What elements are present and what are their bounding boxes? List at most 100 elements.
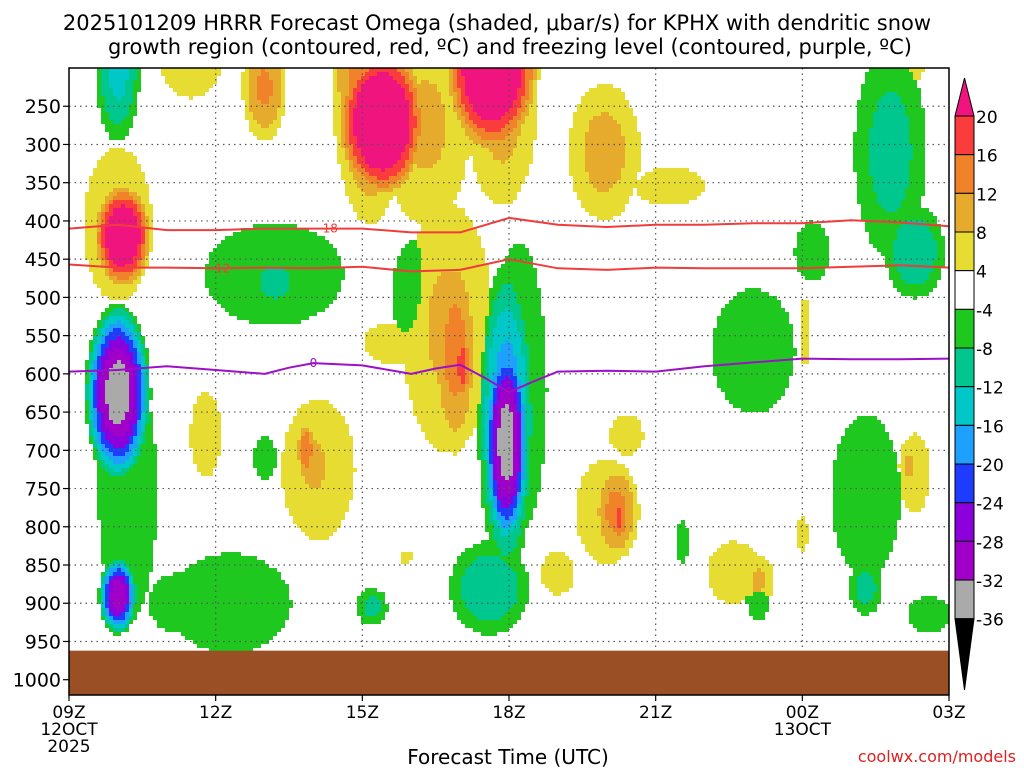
omega-cell (461, 620, 518, 625)
omega-cell (509, 552, 522, 557)
omega-cell (485, 324, 490, 329)
omega-cell (325, 460, 354, 465)
omega-cell (925, 192, 949, 197)
omega-cell (473, 164, 530, 169)
omega-cell (717, 320, 790, 325)
omega-cell (89, 376, 94, 381)
omega-cell (577, 500, 602, 505)
omega-cell (797, 244, 830, 249)
omega-cell (97, 320, 102, 325)
omega-cell (69, 360, 86, 365)
omega-cell (405, 148, 410, 153)
omega-cell (829, 240, 870, 245)
omega-cell (697, 172, 858, 177)
omega-cell (213, 248, 338, 253)
omega-cell (409, 172, 466, 177)
omega-cell (109, 412, 126, 417)
omega-cell (357, 100, 410, 105)
omega-cell (109, 456, 130, 461)
omega-cell (133, 408, 138, 413)
omega-cell (345, 512, 486, 517)
omega-cell (633, 524, 638, 529)
omega-cell (277, 460, 282, 465)
omega-cell (601, 496, 610, 501)
y-tick-label: 650 (25, 402, 61, 424)
omega-cell (157, 516, 294, 521)
omega-cell (105, 564, 110, 569)
omega-cell (357, 168, 366, 173)
omega-cell (525, 180, 574, 185)
omega-cell (269, 436, 286, 441)
omega-cell (545, 336, 714, 341)
omega-cell (497, 476, 506, 481)
omega-cell (897, 468, 902, 473)
omega-cell (513, 512, 518, 517)
omega-cell (485, 252, 510, 257)
omega-cell (273, 84, 282, 89)
omega-cell (69, 452, 94, 457)
omega-cell (909, 616, 949, 621)
omega-cell (637, 120, 858, 125)
omega-cell (585, 148, 626, 153)
omega-cell (877, 200, 902, 205)
omega-cell (69, 332, 94, 337)
omega-cell (945, 240, 949, 245)
omega-cell (421, 116, 446, 121)
omega-cell (409, 124, 418, 129)
omega-cell (101, 392, 106, 397)
omega-cell (93, 452, 98, 457)
omega-cell (69, 252, 86, 257)
omega-cell (717, 316, 790, 321)
omega-cell (69, 520, 102, 525)
omega-cell (377, 612, 386, 617)
omega-cell (109, 332, 126, 337)
omega-cell (545, 356, 714, 361)
x-axis-label: Forecast Time (UTC) (407, 745, 609, 768)
omega-cell (97, 468, 106, 473)
omega-cell (857, 192, 878, 197)
omega-cell (541, 464, 590, 469)
omega-cell (69, 548, 102, 553)
omega-cell (117, 276, 130, 281)
omega-cell (105, 228, 142, 233)
omega-cell (417, 244, 482, 249)
omega-cell (945, 244, 949, 249)
omega-cell (641, 144, 854, 149)
omega-cell (141, 352, 146, 357)
omega-cell (97, 460, 102, 465)
omega-cell (881, 96, 902, 101)
omega-cell (473, 376, 482, 381)
omega-cell (69, 188, 90, 193)
omega-cell (101, 540, 154, 545)
omega-cell (577, 504, 602, 509)
omega-cell (277, 464, 282, 469)
omega-cell (713, 348, 798, 353)
omega-cell (773, 576, 850, 581)
omega-cell (465, 176, 478, 181)
omega-cell (141, 364, 146, 369)
omega-cell (589, 128, 622, 133)
omega-cell (153, 208, 354, 213)
omega-cell (401, 560, 410, 565)
omega-cell (613, 116, 638, 121)
omega-cell (885, 424, 949, 429)
omega-cell (625, 516, 634, 521)
omega-cell (545, 452, 622, 457)
omega-cell (605, 540, 626, 545)
omega-cell (69, 344, 90, 349)
omega-cell (69, 200, 86, 205)
omega-cell (925, 188, 949, 193)
omega-cell (97, 516, 158, 521)
omega-cell (521, 128, 538, 133)
omega-cell (533, 88, 538, 93)
omega-cell (349, 504, 482, 509)
omega-cell (101, 548, 154, 553)
omega-cell (345, 112, 350, 117)
omega-cell (869, 144, 914, 149)
omega-cell (873, 188, 906, 193)
omega-cell (897, 228, 930, 233)
omega-cell (517, 540, 526, 545)
omega-cell (837, 544, 894, 549)
omega-cell (533, 144, 570, 149)
omega-cell (205, 268, 266, 273)
